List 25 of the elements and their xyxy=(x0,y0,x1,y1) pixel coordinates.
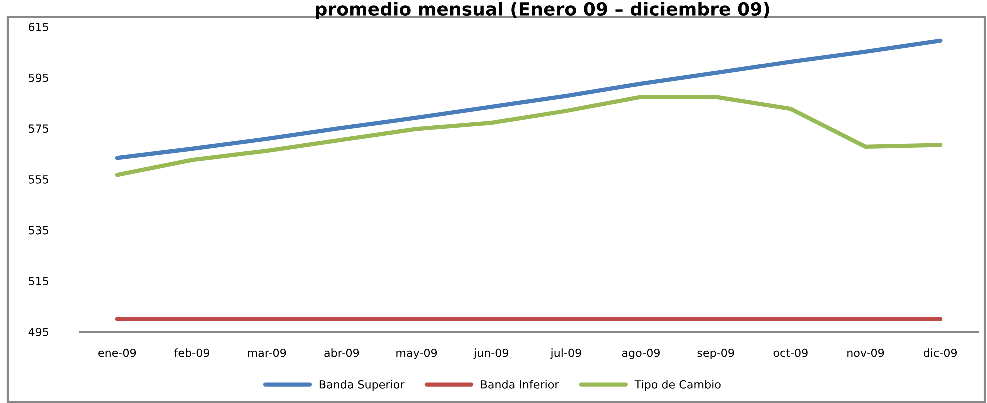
x-tick-label: may-09 xyxy=(396,348,438,360)
x-tick-label: nov-09 xyxy=(848,348,884,358)
legend-label: Banda Inferior xyxy=(481,380,560,389)
x-tick-label: oct-09 xyxy=(774,348,808,358)
x-tick-label: mar-09 xyxy=(248,348,286,358)
x-tick-label: jul-09 xyxy=(550,348,582,360)
x-tick-label: jun-09 xyxy=(474,348,508,360)
y-tick-label: 595 xyxy=(29,74,48,82)
legend-label: Tipo de Cambio xyxy=(634,380,721,391)
y-tick-label: 615 xyxy=(29,22,48,32)
x-tick-label: feb-09 xyxy=(174,348,210,358)
x-tick-label: sep-09 xyxy=(698,348,734,360)
x-tick-label: ago-09 xyxy=(622,348,660,360)
line-series xyxy=(115,95,943,178)
y-tick-label: 555 xyxy=(29,176,48,184)
line-series xyxy=(115,38,943,160)
chart-title: promedio mensual (Enero 09 – diciembre 09) xyxy=(316,2,770,20)
y-tick-label: 495 xyxy=(28,328,48,336)
y-tick-label: 515 xyxy=(29,277,48,286)
x-tick-label: ene-09 xyxy=(98,348,136,358)
y-tick-label: 535 xyxy=(29,226,48,235)
x-tick-label: abr-09 xyxy=(324,348,360,358)
y-tick-label: 575 xyxy=(29,124,48,134)
x-tick-label: dic-09 xyxy=(924,348,957,358)
legend-label: Banda Superior xyxy=(320,380,405,391)
